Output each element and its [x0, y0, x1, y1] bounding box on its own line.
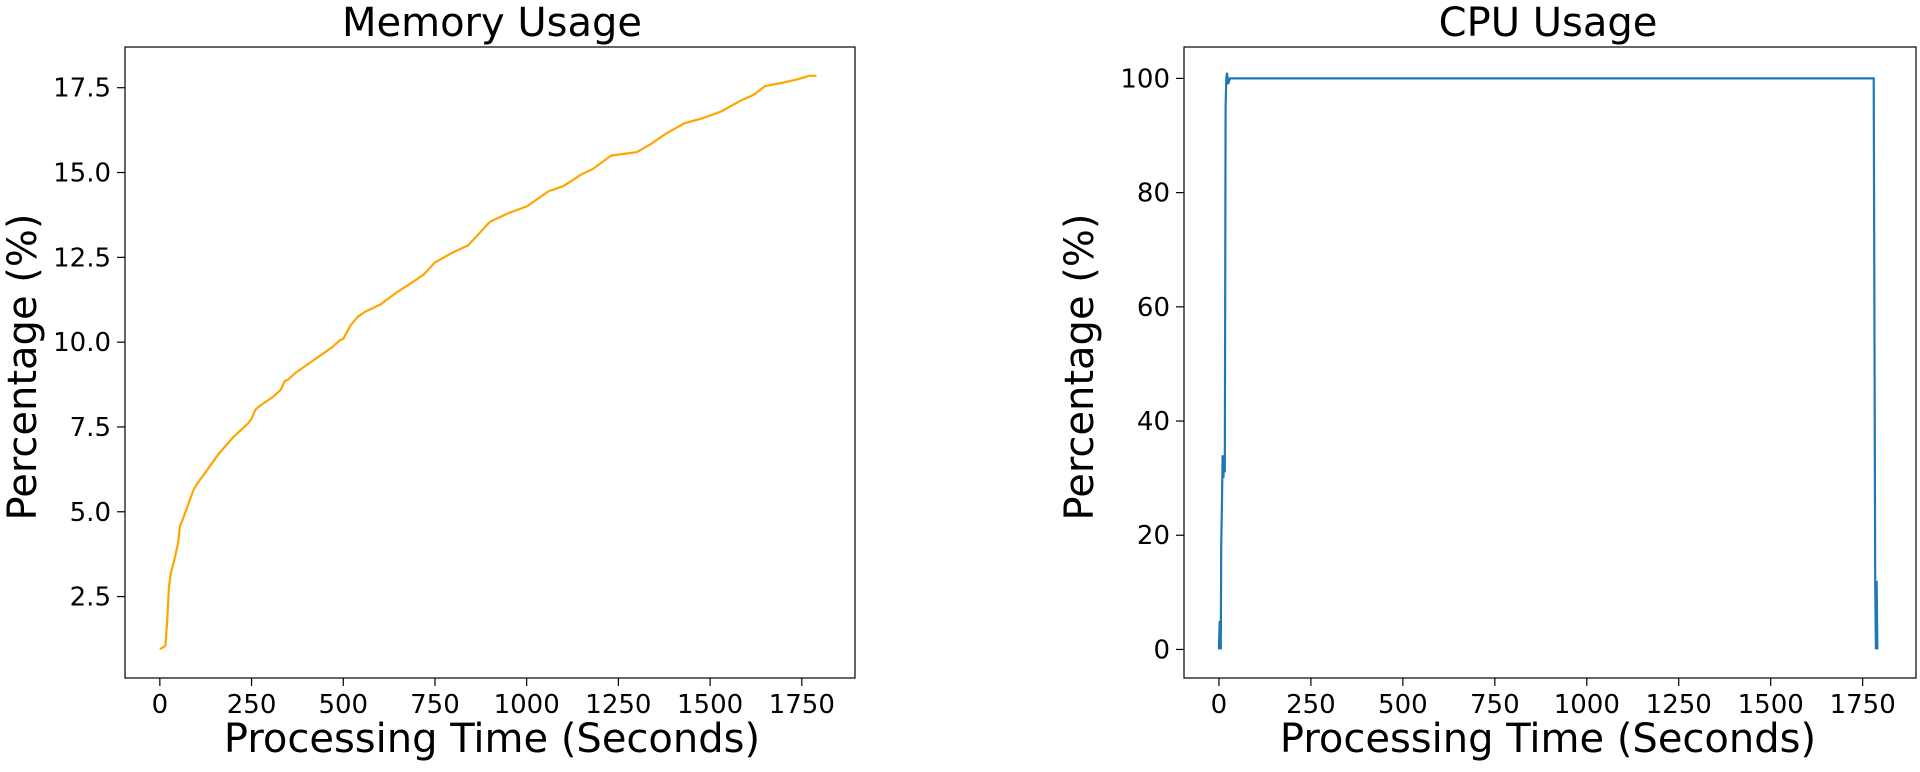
y-tick-label: 0: [1153, 635, 1170, 665]
cpu-usage-chart: CPU Usage Processing Time (Seconds) Perc…: [1057, 0, 1920, 768]
x-axis-label: Processing Time (Seconds): [224, 716, 760, 762]
y-tick-label: 17.5: [53, 74, 111, 104]
y-tick-label: 100: [1120, 64, 1170, 94]
y-tick-label: 40: [1137, 407, 1170, 437]
x-tick-label: 500: [1378, 690, 1428, 720]
memory-usage-plot: Memory Usage Processing Time (Seconds) P…: [0, 0, 856, 762]
y-tick-label: 80: [1137, 179, 1170, 209]
plot-marks: 0 250 500 750 1000 1250 1500 1750 0 20 40 60 80 100: [1120, 46, 1917, 720]
x-tick-label: 500: [318, 690, 368, 720]
series-line: [1217, 72, 1879, 650]
y-tick-label: 2.5: [70, 583, 111, 613]
x-axis-label: Processing Time (Seconds): [1280, 716, 1816, 762]
y-tick-label: 5.0: [70, 498, 111, 528]
x-tick-label: 1500: [677, 690, 743, 720]
y-tick-label: 20: [1137, 521, 1170, 551]
x-tick-label: 0: [152, 690, 169, 720]
x-tick-label: 250: [227, 690, 277, 720]
axes-frame: [124, 46, 856, 679]
x-tick-label: 1750: [769, 690, 835, 720]
chart-title: Memory Usage: [342, 0, 642, 46]
x-tick-label: 1250: [1646, 690, 1712, 720]
y-tick-label: 60: [1137, 293, 1170, 323]
y-tick-label: 7.5: [70, 413, 111, 443]
axes-frame: [1183, 46, 1917, 679]
x-tick-label: 1000: [1554, 690, 1620, 720]
x-tick-label: 1000: [494, 690, 560, 720]
memory-usage-chart: Memory Usage Processing Time (Seconds) P…: [0, 0, 960, 768]
x-tick-label: 750: [1470, 690, 1520, 720]
chart-title: CPU Usage: [1439, 0, 1658, 46]
series-line: [159, 74, 817, 651]
cpu-usage-plot: CPU Usage Processing Time (Seconds) Perc…: [1057, 0, 1917, 762]
x-tick-label: 1750: [1830, 690, 1896, 720]
x-tick-label: 0: [1211, 690, 1228, 720]
y-tick-label: 12.5: [53, 243, 111, 273]
plot-marks: 0 250 500 750 1000 1250 1500 1750 2.5 5.0 7.5 10.0 1…: [53, 46, 856, 720]
x-tick-label: 250: [1286, 690, 1336, 720]
y-axis-label: Percentage (%): [0, 214, 46, 521]
x-tick-label: 1250: [585, 690, 651, 720]
y-tick-label: 15.0: [53, 159, 111, 189]
x-tick-label: 750: [410, 690, 460, 720]
y-axis-label: Percentage (%): [1060, 214, 1103, 521]
y-tick-label: 10.0: [53, 328, 111, 358]
x-tick-label: 1500: [1738, 690, 1804, 720]
